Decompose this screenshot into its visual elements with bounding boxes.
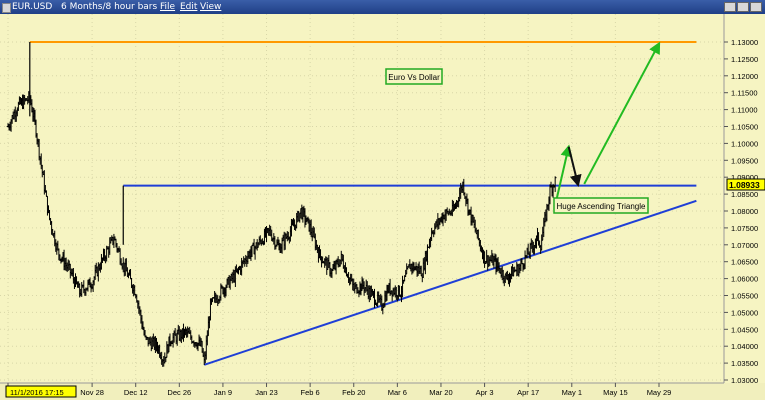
x-axis-band xyxy=(0,383,765,400)
projection-arrows xyxy=(555,41,661,202)
y-tick-label: 1.10000 xyxy=(731,139,758,148)
x-tick-label: Apr 17 xyxy=(517,388,539,397)
price-bars xyxy=(6,42,557,367)
y-tick-label: 1.07000 xyxy=(731,241,758,250)
y-tick-label: 1.06000 xyxy=(731,275,758,284)
last-price-tag: 1.08933 xyxy=(726,178,765,191)
projection-arrow xyxy=(583,41,661,185)
last-price-text: 1.08933 xyxy=(729,180,760,190)
y-tick-label: 1.05000 xyxy=(731,308,758,317)
x-tick-label: Feb 20 xyxy=(342,388,365,397)
title-bar: EUR.USD 6 Months/8 hour bars File Edit V… xyxy=(0,0,765,14)
annotation-euro-vs-dollar: Euro Vs Dollar xyxy=(385,68,443,85)
maximize-button[interactable] xyxy=(737,2,749,12)
x-tick-label: May 29 xyxy=(647,388,672,397)
annotation-triangle: Huge Ascending Triangle xyxy=(553,197,649,214)
y-tick-label: 1.11500 xyxy=(731,89,758,98)
grid xyxy=(0,14,724,383)
y-tick-label: 1.13000 xyxy=(731,38,758,47)
annotation-triangle-text: Huge Ascending Triangle xyxy=(557,202,647,211)
x-tick-label: May 15 xyxy=(603,388,628,397)
minimize-button[interactable] xyxy=(724,2,736,12)
x-tick-label: Dec 12 xyxy=(124,388,148,397)
annotation-euro-vs-dollar-text: Euro Vs Dollar xyxy=(388,73,440,82)
projection-arrow xyxy=(567,146,582,187)
window-icon xyxy=(2,3,11,13)
y-tick-label: 1.08500 xyxy=(731,190,758,199)
y-tick-label: 1.11000 xyxy=(731,106,758,115)
close-button[interactable] xyxy=(750,2,762,12)
y-tick-label: 1.07500 xyxy=(731,224,758,233)
x-start-tag xyxy=(5,385,77,398)
y-tick-label: 1.12500 xyxy=(731,55,758,64)
x-tick-label: Jan 23 xyxy=(255,388,278,397)
trend-line xyxy=(203,199,697,366)
x-tick-label: Nov 28 xyxy=(80,388,104,397)
menu-view[interactable]: View xyxy=(200,2,222,12)
y-tick-label: 1.04500 xyxy=(731,325,758,334)
x-tick-label: 11/1/2016 17:15 xyxy=(10,388,64,397)
y-tick-label: 1.04000 xyxy=(731,342,758,351)
menu-file[interactable]: File xyxy=(160,2,176,12)
y-tick-label: 1.09500 xyxy=(731,156,758,165)
level-lines xyxy=(29,41,697,366)
y-tick-label: 1.10500 xyxy=(731,123,758,132)
y-tick-label: 1.03500 xyxy=(731,359,758,368)
y-tick-label: 1.05500 xyxy=(731,292,758,301)
y-tick-label: 1.06500 xyxy=(731,258,758,267)
x-tick-label: May 1 xyxy=(562,388,582,397)
x-tick-label: Dec 26 xyxy=(167,388,191,397)
projection-arrow xyxy=(555,144,573,202)
period-selector[interactable]: 6 Months/8 hour bars xyxy=(61,2,158,12)
menu-edit[interactable]: Edit xyxy=(180,2,198,12)
y-tick-label: 1.03000 xyxy=(731,376,758,385)
x-tick-label: Mar 6 xyxy=(388,388,407,397)
x-tick-label: Jan 9 xyxy=(214,388,232,397)
x-tick-label: Mar 20 xyxy=(429,388,452,397)
y-tick-label: 1.09000 xyxy=(731,173,758,182)
x-tick-label: Feb 6 xyxy=(301,388,320,397)
x-axis-labels: 11/1/2016 17:15 Nov 28 Dec 12 Dec 26 Jan 9 Ja… xyxy=(5,383,672,398)
x-tick-label: Apr 3 xyxy=(476,388,494,397)
y-tick-label: 1.12000 xyxy=(731,72,758,81)
symbol-label: EUR.USD xyxy=(12,2,53,12)
y-tick-label: 1.08000 xyxy=(731,207,758,216)
y-axis-labels: 1.13000 1.12500 1.12000 1.11500 1.11000 1.105… xyxy=(724,38,758,385)
